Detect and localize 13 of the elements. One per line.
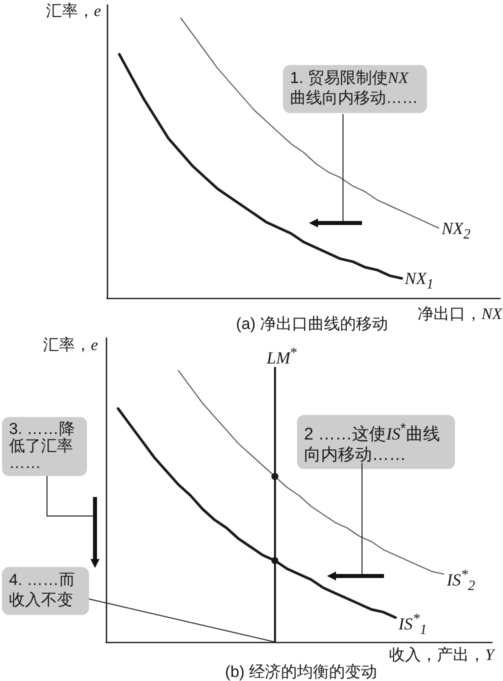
annotation: 1. 贸易限制使NX曲线向内移动…… (283, 65, 427, 113)
x-axis-title: 净出口，NX (418, 304, 502, 325)
y-axis-title: 汇率，e (42, 336, 98, 356)
text: (b) 经济的均衡的变动 (225, 662, 377, 681)
series-label: NX$_{2}$ (442, 218, 470, 244)
annotation: 2 ……这使IS$^{*}$曲线向内移动…… (297, 415, 455, 469)
text: 3. ……降低了汇率…… (2, 417, 87, 476)
text: 4. ……而收入不变 (2, 567, 89, 615)
series-label: NX$_{1}$ (404, 269, 434, 294)
y-axis-title: 汇率，e (46, 2, 101, 22)
text: (a) 净出口曲线的移动 (236, 314, 388, 335)
text: LM$^{*}$ (266, 345, 298, 368)
x-axis-title: 收入，产出，Y (389, 646, 494, 666)
